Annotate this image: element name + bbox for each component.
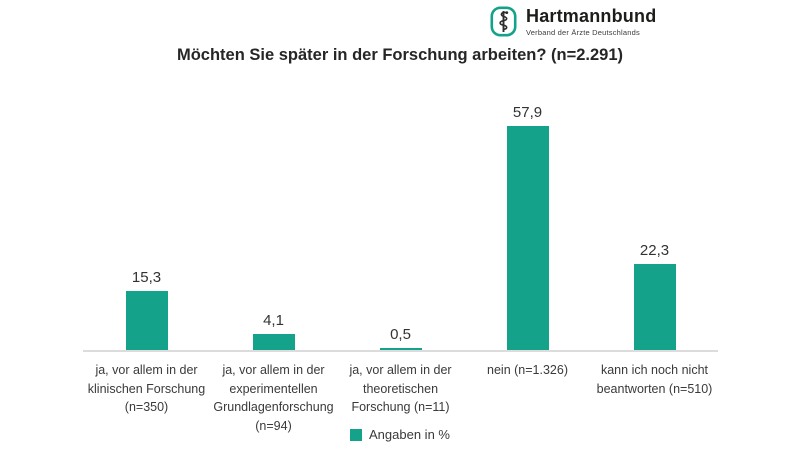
bar-value-label: 57,9: [512, 104, 543, 121]
bar-slot: 22,3: [591, 95, 718, 350]
category-label-line: Grundlagenforschung: [213, 400, 334, 414]
category-label: ja, vor allem in der klinischen Forschung…: [83, 352, 210, 435]
logo-subtitle: Verband der Ärzte Deutschlands: [526, 28, 640, 37]
bar: [506, 126, 549, 350]
plot-area: 15,3 4,1 0,5 57,9 22,3: [83, 95, 718, 352]
category-label: ja, vor allem in der experimentellen Grund…: [210, 352, 337, 435]
bar-value-label: 4,1: [263, 312, 284, 329]
category-label: nein (n=1.326): [464, 352, 591, 435]
category-labels: ja, vor allem in der klinischen Forschung…: [83, 352, 718, 435]
bar: [252, 334, 295, 350]
category-label-line: theoretischen: [362, 381, 439, 396]
bar-value-label: 22,3: [639, 242, 670, 259]
legend-label: Angaben in %: [369, 427, 450, 442]
bar-chart: 15,3 4,1 0,5 57,9 22,3 ja, vor allem in der k…: [83, 95, 718, 435]
category-label-line: nein (n=1.326): [487, 363, 568, 377]
bar: [633, 264, 676, 350]
bar-slot: 57,9: [464, 95, 591, 350]
hartmannbund-logo: Hartmannbund Verband der Ärzte Deutschla…: [490, 5, 656, 37]
legend: Angaben in %: [0, 427, 800, 442]
category-label: kann ich noch nicht beantworten (n=510): [591, 352, 718, 435]
legend-swatch-icon: [350, 428, 363, 441]
category-label-line: klinischen Forschung: [87, 381, 206, 396]
category-label-line: (n=350): [124, 400, 169, 414]
bar-slot: 0,5: [337, 95, 464, 350]
bar: [379, 348, 422, 350]
category-label: ja, vor allem in der theoretischen Forschu…: [337, 352, 464, 435]
category-label-line: ja, vor allem in der: [349, 363, 452, 377]
bar: [125, 291, 168, 350]
staff-of-aesculapius-icon: [490, 6, 517, 37]
category-label-line: experimentellen: [229, 381, 318, 396]
logo-text: Hartmannbund Verband der Ärzte Deutschla…: [526, 5, 656, 37]
logo-name: Hartmannbund: [526, 6, 657, 26]
bar-slot: 15,3: [83, 95, 210, 350]
category-label-line: ja, vor allem in der: [95, 363, 198, 377]
category-label-line: beantworten (n=510): [596, 381, 713, 396]
bar-value-label: 15,3: [131, 269, 162, 286]
chart-title: Möchten Sie später in der Forschung arbe…: [176, 46, 624, 64]
category-label-line: Forschung (n=11): [351, 400, 450, 414]
category-label-line: (n=94): [255, 418, 292, 433]
category-label-line: kann ich noch nicht: [600, 363, 708, 377]
bar-slot: 4,1: [210, 95, 337, 350]
bar-value-label: 0,5: [390, 326, 411, 343]
category-label-line: ja, vor allem in der: [222, 363, 325, 377]
